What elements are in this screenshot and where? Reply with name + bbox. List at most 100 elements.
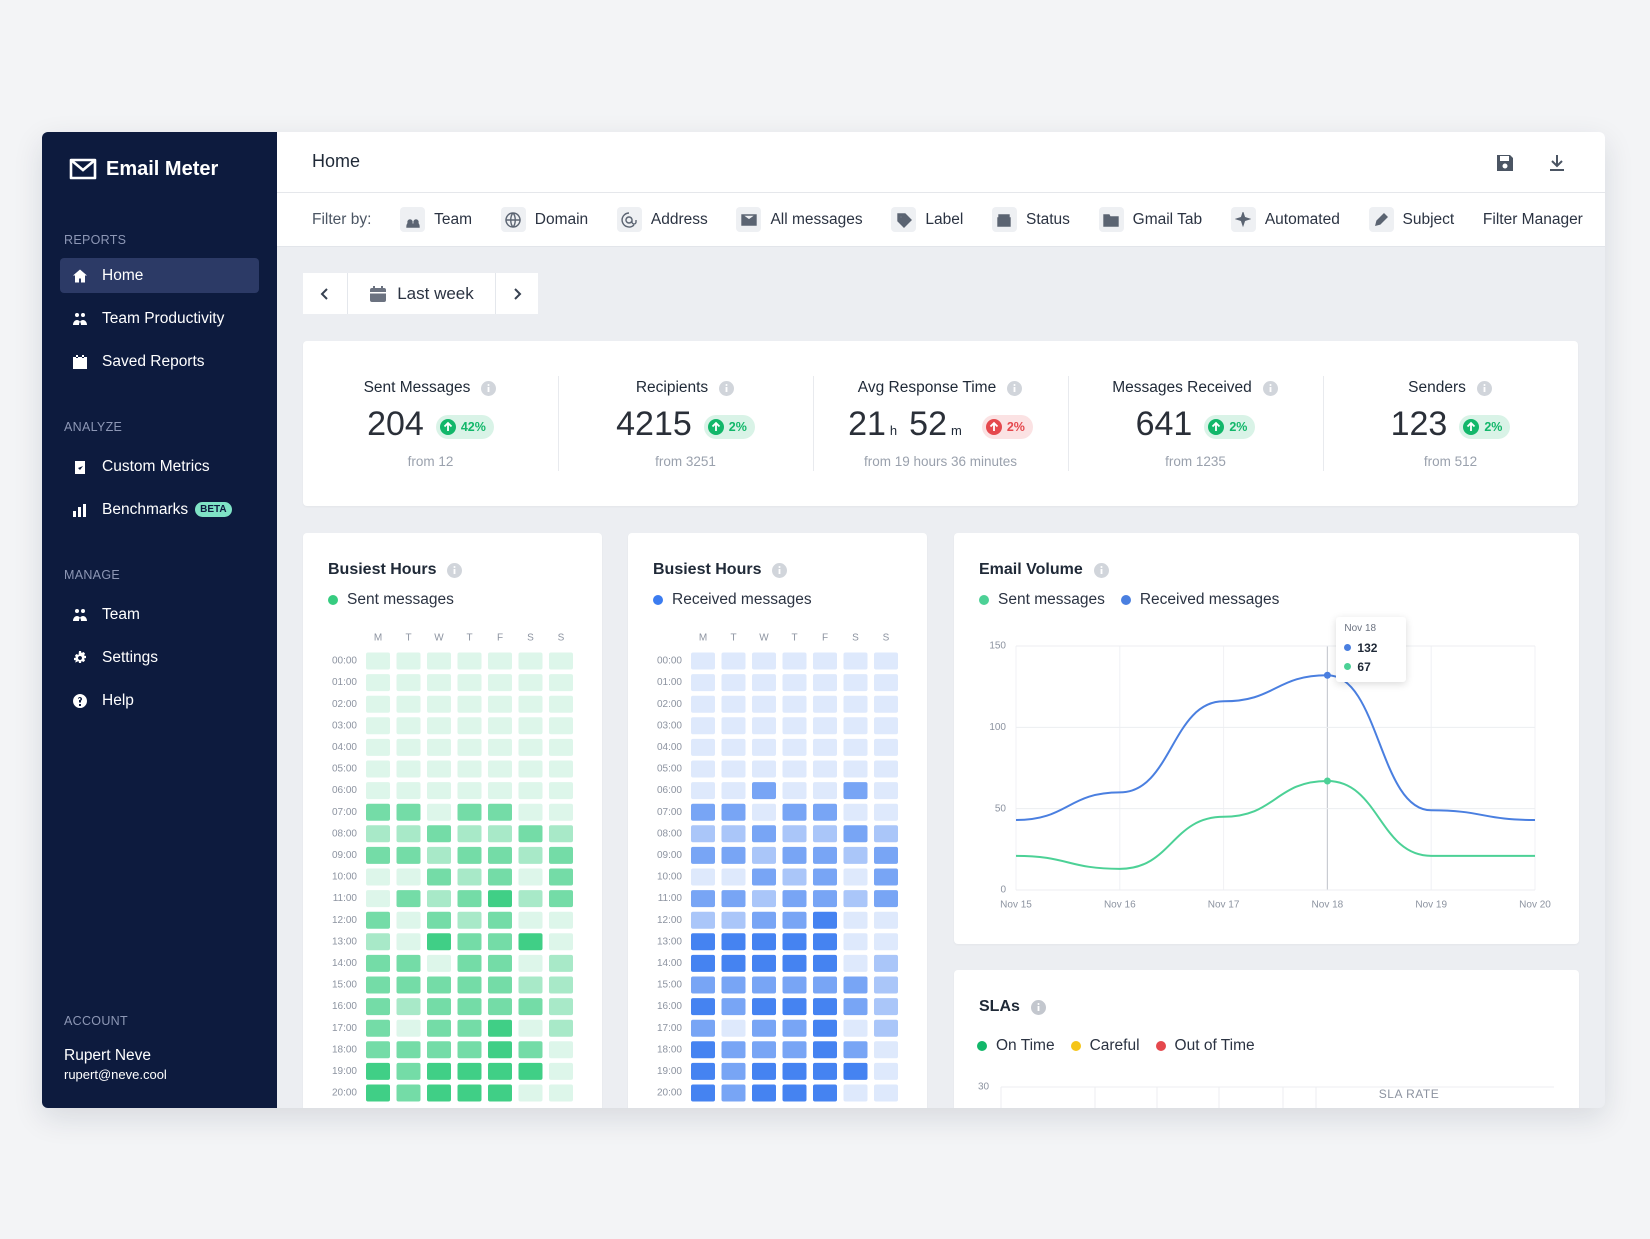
filter-icon (736, 207, 762, 232)
info-icon[interactable] (771, 562, 788, 579)
heat-cell (813, 674, 837, 692)
nav-icon (74, 650, 86, 663)
heat-cell (396, 1084, 421, 1102)
filter-button[interactable]: All messages (736, 207, 863, 232)
info-icon[interactable] (1030, 999, 1047, 1016)
heat-cell (874, 846, 898, 864)
nav-item[interactable]: Saved Reports (60, 340, 259, 383)
y-tick-label: 04:00 (332, 742, 357, 753)
y-tick-label: 05:00 (332, 764, 357, 775)
filter-button[interactable]: Status (991, 207, 1070, 232)
date-picker: Last week (303, 273, 538, 314)
prev-button[interactable] (303, 273, 347, 314)
legend-item: On Time (977, 1037, 1055, 1055)
download-button[interactable] (1547, 153, 1567, 173)
filter-button[interactable]: Filter Manager (1483, 211, 1583, 229)
heat-cell (874, 760, 898, 778)
y-tick-label: 06:00 (332, 785, 357, 796)
heat-cell (366, 1084, 390, 1102)
y-tick-label: 15:00 (657, 980, 682, 991)
heat-cell (721, 911, 746, 929)
heat-cell (782, 782, 807, 800)
filter-button[interactable]: Subject (1368, 207, 1454, 232)
legend-label: Out of Time (1174, 1037, 1255, 1054)
filter-button[interactable]: Gmail Tab (1098, 207, 1202, 232)
filter-button[interactable]: Team (400, 207, 472, 232)
info-icon[interactable] (1262, 380, 1279, 397)
heat-cell (427, 933, 451, 951)
filter-button[interactable]: Address (616, 207, 708, 232)
nav-item[interactable]: Benchmarks BETA (60, 488, 259, 531)
y-tick-label: 04:00 (657, 742, 682, 753)
icon-shape (73, 608, 87, 621)
heat-cell (721, 717, 746, 735)
nav-item[interactable]: Settings (60, 636, 259, 679)
save-button[interactable] (1495, 153, 1515, 173)
icon-shape (75, 460, 85, 474)
heat-cell (691, 846, 715, 864)
legend: On Time Careful Out of Time (977, 1037, 1255, 1055)
nav-icon (73, 269, 87, 282)
info-icon[interactable] (1093, 562, 1110, 579)
heat-cell (813, 1084, 837, 1102)
hover-point (1323, 671, 1331, 679)
kpi-from: from 512 (1423, 454, 1478, 469)
next-button[interactable] (496, 273, 538, 314)
heat-cell (843, 652, 868, 670)
header: Home (277, 132, 1605, 193)
legend-label: Received messages (672, 591, 812, 608)
arrow-icon (1463, 419, 1480, 435)
kpi-from: from 3251 (655, 454, 716, 469)
heat-cell (396, 868, 421, 886)
date-range[interactable]: Last week (348, 273, 495, 314)
heat-cell (813, 652, 837, 670)
heat-cell (721, 890, 746, 908)
nav-item[interactable]: Custom Metrics (60, 445, 259, 488)
filter-label: Filter Manager (1482, 210, 1583, 228)
info-icon[interactable] (446, 562, 463, 579)
heat-cell (518, 782, 543, 800)
nav-item[interactable]: Team Productivity (60, 297, 259, 340)
info-icon[interactable] (1006, 380, 1023, 397)
filter-icon (991, 207, 1017, 232)
info-glyph (488, 386, 490, 392)
heat-cell (366, 890, 390, 908)
heat-cell (752, 825, 776, 843)
heat-cell (366, 1041, 390, 1059)
info-icon[interactable] (1476, 380, 1493, 397)
app-window: Email Meter REPORTS Home Team Productivity… (42, 132, 1605, 1108)
x-tick-label: T (791, 633, 797, 644)
heat-cell (874, 717, 898, 735)
tooltip-row: 67 (1344, 657, 1398, 676)
kpi-label-row: Sent Messages (364, 377, 498, 399)
change-badge: 2% (981, 415, 1033, 439)
y-tick-label: 02:00 (657, 699, 682, 710)
tooltip-date: Nov 18 (1344, 623, 1377, 634)
nav-item[interactable]: Team (60, 593, 259, 636)
heat-cell (691, 954, 715, 972)
filter-button[interactable]: Label (891, 207, 963, 232)
icon-shape (73, 269, 87, 282)
nav-item[interactable]: Help (60, 679, 259, 722)
nav-item[interactable]: Home (60, 258, 259, 293)
heat-cell (518, 695, 543, 713)
heat-cell (366, 803, 390, 821)
kpi-label-row: Avg Response Time (858, 377, 1023, 399)
account[interactable]: ACCOUNT Rupert Neve rupert@neve.cool (64, 1012, 167, 1082)
heat-cell (843, 825, 868, 843)
filter-label: All messages (770, 210, 863, 228)
heat-cell (549, 976, 573, 994)
x-tick-label: S (558, 633, 565, 644)
kpi-value-row: 4215 2% (616, 405, 755, 449)
y-tick-label: 12:00 (657, 915, 682, 926)
sidebar: Email Meter REPORTS Home Team Productivity… (42, 132, 277, 1108)
icon-shape (74, 650, 86, 663)
heat-cell (782, 976, 807, 994)
filter-button[interactable]: Domain (500, 207, 588, 232)
brand[interactable]: Email Meter (69, 157, 218, 181)
filter-button[interactable]: Automated (1230, 207, 1340, 232)
info-icon[interactable] (718, 380, 735, 397)
hover-point (1323, 777, 1331, 785)
info-icon[interactable] (480, 380, 497, 397)
heat-cell (691, 652, 715, 670)
